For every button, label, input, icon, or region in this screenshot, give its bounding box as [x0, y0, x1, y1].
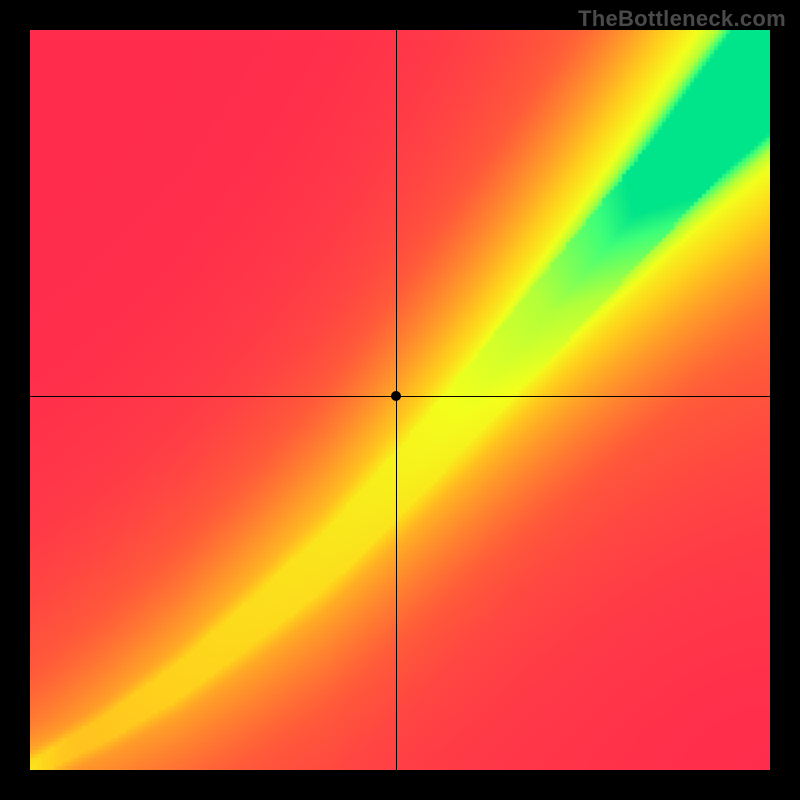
- heatmap-canvas: [30, 30, 770, 770]
- focus-point-dot: [391, 391, 401, 401]
- heatmap-plot: [30, 30, 770, 770]
- watermark-text: TheBottleneck.com: [578, 6, 786, 32]
